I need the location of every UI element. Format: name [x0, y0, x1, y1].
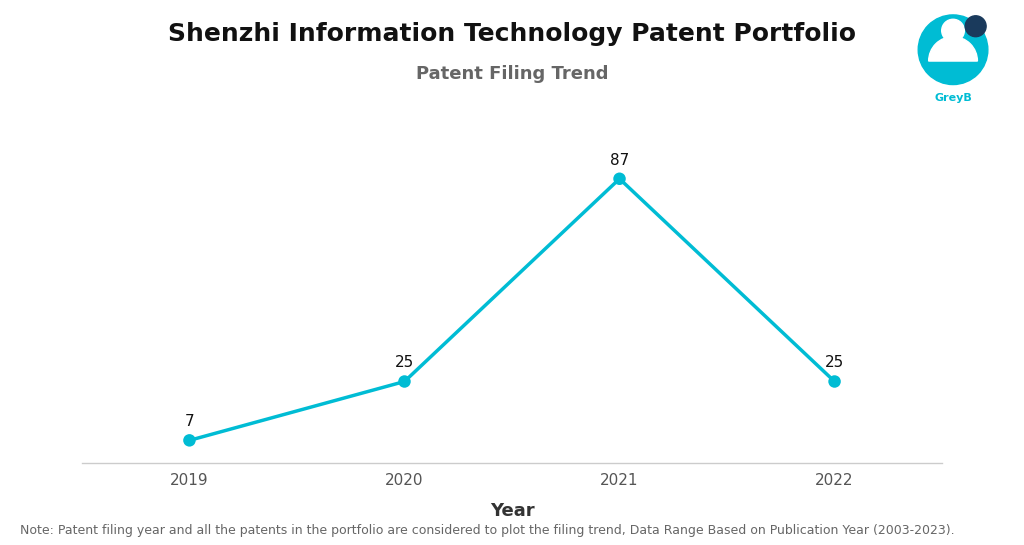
Text: Patent Filing Trend: Patent Filing Trend	[416, 65, 608, 83]
Text: GreyB: GreyB	[934, 93, 972, 103]
Point	[396, 377, 413, 386]
Point	[826, 377, 843, 386]
Point	[611, 174, 628, 183]
Text: 25: 25	[825, 355, 844, 371]
Circle shape	[942, 19, 965, 42]
X-axis label: Year: Year	[489, 502, 535, 520]
Text: Note: Patent filing year and all the patents in the portfolio are considered to : Note: Patent filing year and all the pat…	[20, 524, 955, 537]
Text: 25: 25	[395, 355, 414, 371]
Point	[181, 436, 198, 445]
Circle shape	[966, 16, 986, 37]
Text: 87: 87	[610, 153, 629, 168]
Text: 7: 7	[184, 414, 195, 429]
Wedge shape	[929, 37, 977, 61]
Circle shape	[919, 15, 988, 84]
Text: Shenzhi Information Technology Patent Portfolio: Shenzhi Information Technology Patent Po…	[168, 22, 856, 46]
